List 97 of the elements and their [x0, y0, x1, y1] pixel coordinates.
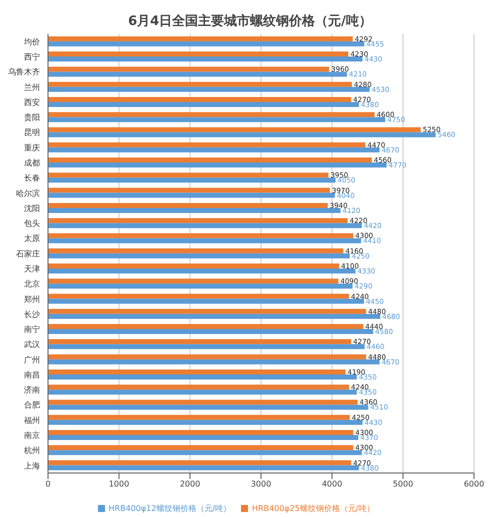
bar [48, 117, 386, 122]
y-tick-label: 昆明 [24, 128, 40, 138]
bar [48, 248, 344, 254]
bar [48, 308, 366, 314]
bar [48, 354, 366, 360]
bar [48, 41, 364, 46]
bar [48, 132, 436, 138]
y-tick-label: 杭州 [23, 446, 40, 456]
bar [48, 284, 353, 289]
bar [48, 435, 358, 440]
y-tick-label: 贵阳 [24, 113, 40, 122]
bar [48, 223, 362, 228]
bar [48, 374, 357, 380]
x-tick-label: 5000 [392, 480, 414, 489]
bar [48, 344, 365, 350]
y-tick-label: 哈尔滨 [16, 188, 40, 198]
y-tick-label: 石家庄 [16, 249, 40, 258]
bar [48, 96, 352, 102]
y-tick-label: 成都 [24, 158, 40, 168]
bar [48, 430, 354, 436]
bar [48, 253, 350, 258]
bar [48, 147, 380, 152]
y-tick-label: 武汉 [24, 340, 40, 350]
bar [48, 127, 421, 132]
bar [48, 278, 338, 284]
y-tick-label: 南昌 [24, 370, 40, 380]
bar [48, 400, 358, 405]
bar [48, 142, 366, 148]
legend-label: HRB400φ25螺纹钢价格（元/吨） [252, 504, 374, 513]
bar [48, 359, 380, 364]
bar [48, 218, 348, 224]
bar [48, 268, 356, 274]
bar [48, 404, 368, 410]
y-tick-label: 合肥 [24, 400, 40, 410]
y-tick-label: 北京 [24, 280, 40, 289]
y-tick-label: 西安 [24, 98, 40, 107]
y-tick-label: 郑州 [24, 294, 40, 304]
y-tick-label: 沈阳 [24, 204, 40, 213]
bar [48, 36, 353, 42]
y-tick-label: 包头 [24, 219, 40, 228]
bar [48, 82, 352, 87]
chart-title: 6月4日全国主要城市螺纹钢价格（元/吨） [127, 12, 373, 31]
bar [48, 369, 346, 374]
bar [48, 298, 364, 304]
x-tick-label: 1000 [108, 480, 130, 489]
bar [48, 172, 328, 178]
bar [48, 202, 328, 208]
bar [48, 188, 330, 193]
y-tick-label: 福州 [24, 416, 40, 425]
y-tick-label: 天津 [24, 264, 40, 274]
bar [48, 52, 348, 57]
x-tick-label: 6000 [464, 480, 484, 489]
bar [48, 192, 335, 198]
y-tick-label: 南宁 [24, 325, 40, 334]
bar [48, 294, 350, 299]
bar [48, 162, 387, 168]
x-tick-label: 2000 [180, 480, 200, 489]
bar [48, 450, 362, 456]
y-tick-label: 重庆 [24, 143, 40, 152]
legend-label: HRB400φ12螺纹钢价格（元/吨） [108, 504, 231, 513]
y-tick-label: 西宁 [24, 52, 40, 62]
y-tick-label: 上海 [24, 461, 40, 470]
bar [48, 329, 374, 334]
bar [48, 390, 357, 395]
bar [48, 112, 375, 118]
y-tick-label: 南京 [24, 430, 40, 440]
bar [48, 86, 370, 92]
bar [48, 414, 350, 420]
x-tick-label: 3000 [250, 480, 272, 489]
bar [48, 460, 352, 466]
bar [48, 158, 372, 163]
bar [48, 445, 354, 450]
y-tick-label: 均价 [23, 37, 40, 46]
y-tick-label: 乌鲁木齐 [8, 68, 40, 77]
bar [48, 384, 350, 390]
bar [48, 263, 340, 268]
bar [48, 66, 330, 72]
bar [48, 56, 363, 62]
bar [48, 178, 336, 183]
bar [48, 102, 359, 107]
x-tick-label: 4000 [322, 480, 342, 489]
y-tick-label: 长春 [24, 174, 40, 183]
y-tick-label: 济南 [24, 386, 40, 395]
bar [48, 238, 362, 244]
y-tick-label: 兰州 [24, 82, 40, 92]
bar [48, 339, 352, 344]
bar [48, 465, 359, 470]
bar [48, 72, 347, 77]
y-tick-label: 太原 [24, 234, 40, 244]
bar [48, 208, 341, 213]
bar [48, 324, 364, 330]
y-tick-label: 广州 [24, 355, 40, 364]
bar [48, 314, 380, 319]
bar [48, 233, 354, 238]
x-tick-label: 0 [45, 480, 51, 489]
bar [48, 420, 363, 425]
y-tick-label: 长沙 [24, 310, 40, 319]
